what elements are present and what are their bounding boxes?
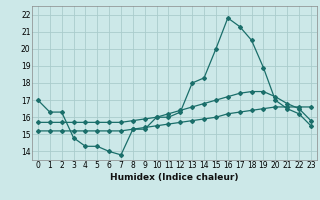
X-axis label: Humidex (Indice chaleur): Humidex (Indice chaleur) — [110, 173, 239, 182]
